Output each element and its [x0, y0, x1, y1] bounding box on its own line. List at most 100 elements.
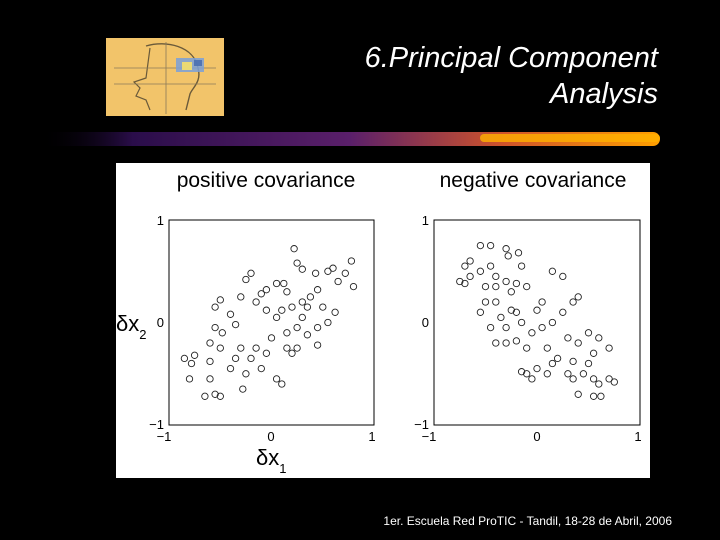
pca-scatter-figure: positive covariance negative covariance …: [116, 163, 650, 478]
x-tick-label: 0: [533, 429, 540, 444]
scatter-point: [298, 298, 306, 306]
scatter-point: [278, 306, 286, 314]
scatter-point: [211, 303, 219, 311]
scatter-point: [533, 306, 541, 314]
scatter-point: [517, 262, 526, 270]
scatter-plots-svg: positive covariance negative covariance …: [116, 169, 642, 476]
scatter-point: [523, 282, 531, 291]
slide-title-line1: 6.Principal Component: [364, 42, 658, 74]
scatter-point: [311, 269, 320, 277]
scatter-point: [211, 323, 219, 332]
slide-title-line2: Analysis: [550, 78, 658, 110]
scatter-point: [476, 241, 485, 250]
scatter-point: [548, 267, 557, 275]
scatter-point: [272, 313, 281, 322]
scatter-point: [278, 380, 286, 388]
scatter-point: [517, 318, 526, 327]
scatter-point: [252, 344, 260, 352]
scatter-point: [290, 245, 298, 253]
scatter-point: [492, 298, 500, 306]
scatter-point: [313, 323, 322, 332]
scatter-point: [481, 298, 490, 306]
scatter-point: [226, 364, 235, 373]
scatter-point: [461, 279, 469, 288]
y-tick-label: 0: [422, 315, 429, 330]
scatter-point: [257, 364, 265, 373]
scatter-point: [589, 392, 598, 400]
scatter-point: [349, 282, 358, 291]
scatter-point: [512, 308, 521, 316]
scatter-point: [523, 344, 531, 352]
scatter-point: [329, 264, 337, 272]
scatter-point: [262, 286, 271, 294]
scatter-point: [502, 339, 510, 347]
x-tick-label: −1: [422, 429, 437, 444]
scatter-point: [206, 375, 214, 383]
scatter-point: [605, 375, 613, 383]
y-tick-label: −1: [414, 417, 429, 432]
scatter-point: [237, 344, 245, 352]
scatter-point: [185, 375, 194, 383]
scatter-point: [306, 293, 315, 301]
scatter-point: [218, 329, 226, 337]
scatter-point: [486, 262, 495, 270]
chart-title-negative: negative covariance: [440, 169, 627, 192]
scatter-series-positive: [180, 245, 358, 400]
scatter-point: [512, 337, 521, 345]
scatter-point: [313, 341, 322, 349]
scatter-point: [331, 308, 339, 316]
scatter-point: [486, 241, 495, 250]
scatter-point: [257, 290, 265, 298]
scatter-point: [486, 323, 495, 332]
scatter-point: [267, 334, 276, 342]
scatter-point: [595, 334, 603, 342]
scatter-point: [574, 390, 582, 398]
scatter-point: [502, 323, 510, 332]
scatter-point: [569, 298, 577, 306]
scatter-point: [237, 293, 245, 301]
scatter-point: [564, 370, 572, 378]
scatter-point: [456, 277, 464, 286]
scatter-point: [272, 375, 281, 383]
x-tick-label: −1: [157, 429, 172, 444]
scatter-point: [303, 303, 312, 311]
scatter-point: [528, 375, 536, 383]
scatter-point: [492, 282, 500, 291]
scatter-point: [461, 262, 469, 270]
scatter-point: [597, 392, 605, 400]
scatter-point: [476, 308, 485, 316]
scatter-point: [288, 303, 296, 311]
scatter-point: [523, 370, 531, 378]
scatter-point: [584, 359, 593, 368]
scatter-point: [303, 331, 312, 339]
scatter-point: [283, 329, 291, 337]
scatter-point: [293, 344, 301, 352]
scatter-point: [574, 339, 582, 347]
scatter-point: [206, 357, 214, 366]
head-drawing-icon: [106, 38, 224, 116]
scatter-point: [288, 349, 296, 357]
scatter-point: [595, 380, 603, 388]
scatter-point: [517, 368, 526, 376]
y-tick-label: −1: [149, 417, 164, 432]
scatter-point: [569, 357, 577, 366]
scatter-point: [211, 390, 219, 398]
scatter-point: [507, 288, 515, 296]
scatter-point: [341, 269, 349, 277]
scatter-point: [538, 298, 546, 306]
scatter-point: [502, 245, 510, 253]
scatter-point: [514, 249, 523, 257]
scatter-point: [528, 329, 536, 337]
scatter-point: [476, 267, 485, 275]
scatter-point: [533, 364, 541, 373]
scatter-point: [492, 272, 500, 281]
scatter-point: [187, 359, 196, 368]
scatter-point: [242, 370, 250, 378]
scatter-point: [283, 288, 291, 296]
scatter-point: [548, 359, 557, 368]
scatter-point: [610, 378, 618, 386]
head-drawing-logo: [106, 38, 224, 116]
scatter-point: [283, 344, 291, 352]
x-tick-label: 0: [267, 429, 274, 444]
chart-title-positive: positive covariance: [177, 169, 356, 192]
